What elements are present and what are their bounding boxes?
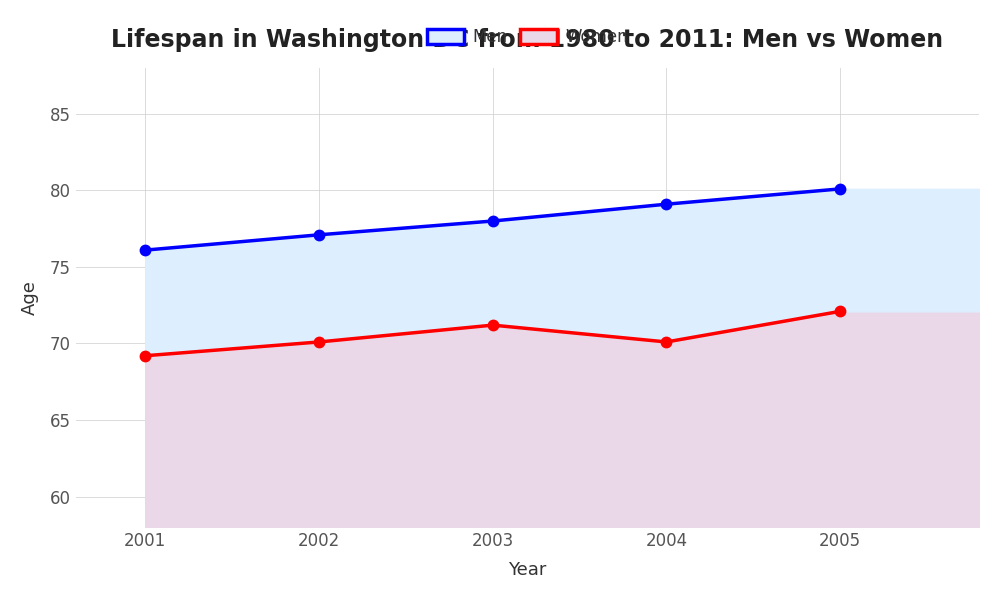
Title: Lifespan in Washington DC from 1980 to 2011: Men vs Women: Lifespan in Washington DC from 1980 to 2… (111, 28, 944, 52)
Y-axis label: Age: Age (21, 280, 39, 315)
X-axis label: Year: Year (508, 561, 547, 579)
Legend: Men, Women: Men, Women (420, 21, 635, 52)
